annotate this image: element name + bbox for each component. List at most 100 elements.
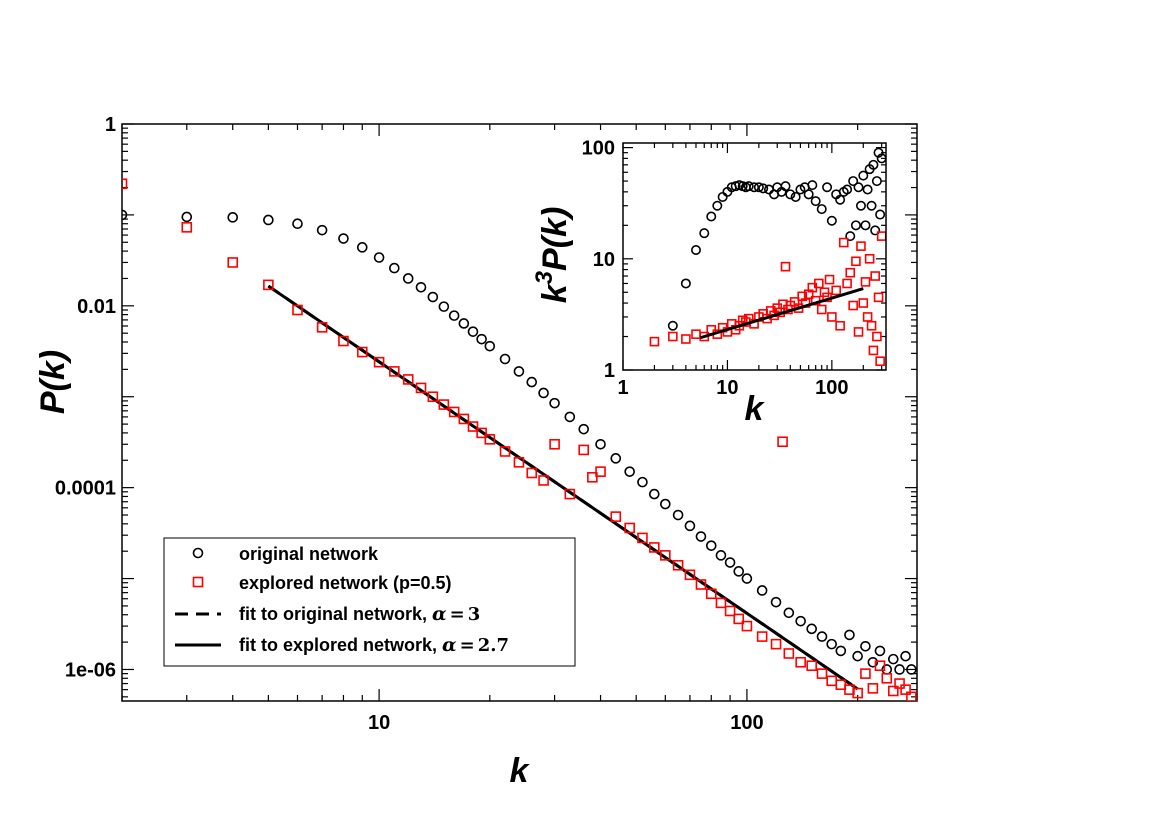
inset-point-original [822,182,833,193]
main-point-explored [181,222,193,233]
inset-point-explored [838,237,849,248]
main-point-explored [467,421,479,432]
legend-box [163,537,576,667]
inset-point-original [875,209,886,220]
main-point-original [637,476,648,488]
inset-point-original [780,181,791,192]
main-point-explored [874,660,886,672]
inset-point-original [758,183,769,194]
main-point-explored [806,660,817,672]
legend-fit-original-equals: = [450,604,465,625]
main-point-explored [777,436,788,448]
main-point-original [756,585,768,596]
main-point-original [816,631,828,642]
main-point-original [672,509,684,521]
inset-point-original [866,200,877,211]
inset-point-explored [848,300,858,311]
main-point-original [292,218,303,230]
main-point-explored [881,672,893,684]
main-point-original [826,638,837,650]
inset-point-original [868,159,879,170]
main-point-original [415,281,427,293]
inset-tick-labels: 1 10 100 1 10 100 [582,138,849,399]
inset-point-original [706,211,717,222]
legend-fit-explored-value: 2.7 [478,635,509,656]
main-point-explored [458,413,470,425]
main-point-explored [538,475,549,486]
inset-y-tick-label: 1 [604,360,615,382]
legend-fit-explored-alpha: α [442,634,457,656]
main-point-explored [476,427,487,439]
main-point-explored [587,471,598,483]
main-point-original [564,411,576,423]
inset-point-explored [681,334,691,344]
main-point-explored [316,322,328,333]
main-point-original [874,645,886,657]
main-point-explored [684,569,696,581]
legend-fit-original-alpha: α [432,603,447,625]
inset-point-explored [864,254,875,264]
legend-fit-original-text: fit to original network, [239,604,427,624]
main-point-explored [844,684,855,695]
inset-point-original [826,215,837,226]
main-point-original [741,573,753,584]
main-point-original [660,498,671,510]
legend-label-fit-explored: fit to explored network, α = 2.7 [239,634,509,656]
inset-background [623,143,886,370]
inset-fit-line-0 [699,287,864,340]
main-point-explored [672,559,684,571]
main-point-explored [756,631,768,642]
inset-point-original [845,231,856,242]
inset-x-axis-title: k [745,390,766,428]
inset-point-original [855,200,866,211]
inset-point-explored [835,320,845,331]
main-point-original [770,596,782,608]
legend-label-original: original network [239,544,379,564]
inset-y-tick-label: 100 [582,138,615,160]
main-point-explored [389,366,400,377]
main-point-explored [549,438,560,450]
main-point-original [887,653,899,665]
legend-marker-original [192,547,204,559]
main-point-explored [770,638,782,650]
main-point-original [402,273,414,284]
main-point-original [526,376,538,388]
inset-point-original [816,204,827,215]
inset-point-original [785,189,796,200]
legend-fit-explored-equals: = [460,635,475,656]
main-point-explored [795,656,806,668]
main-point-explored [867,683,879,694]
main-point-explored [448,406,460,418]
main-point-original [448,310,460,321]
main-point-explored [438,399,450,410]
main-point-explored [695,579,707,590]
main-point-explored [564,488,576,500]
main-point-explored [826,675,837,687]
main-point-explored [227,257,239,268]
main-point-explored [578,444,590,456]
inset-point-explored [875,356,885,366]
inset-x-tick-label: 1 [617,377,628,399]
inset-y-title-rest: P(k) [536,207,574,271]
main-point-explored [356,346,368,358]
main-point-original [338,233,349,244]
main-point-explored [741,620,753,632]
inset-point-original [860,220,871,231]
inset-x-tick-label: 100 [815,377,848,399]
legend: original network explored network (p=0.5… [163,537,576,667]
main-point-original [795,615,806,627]
inset-point-original [848,176,859,187]
inset-point-original [853,182,864,193]
inset-point-explored [649,336,660,347]
main-point-original [263,214,274,226]
main-point-explored [373,356,385,368]
legend-label-explored: explored network (p=0.5) [239,573,452,593]
main-point-explored [499,446,511,457]
main-tick-labels: 10 100 1 0.01 0.0001 1e-06 [55,114,764,734]
main-point-original [648,488,660,500]
main-point-original [684,520,696,532]
main-y-axis-title: P(k) [34,350,72,414]
inset-point-explored [862,312,873,322]
inset-point-original [680,278,691,289]
main-point-original [867,656,879,668]
